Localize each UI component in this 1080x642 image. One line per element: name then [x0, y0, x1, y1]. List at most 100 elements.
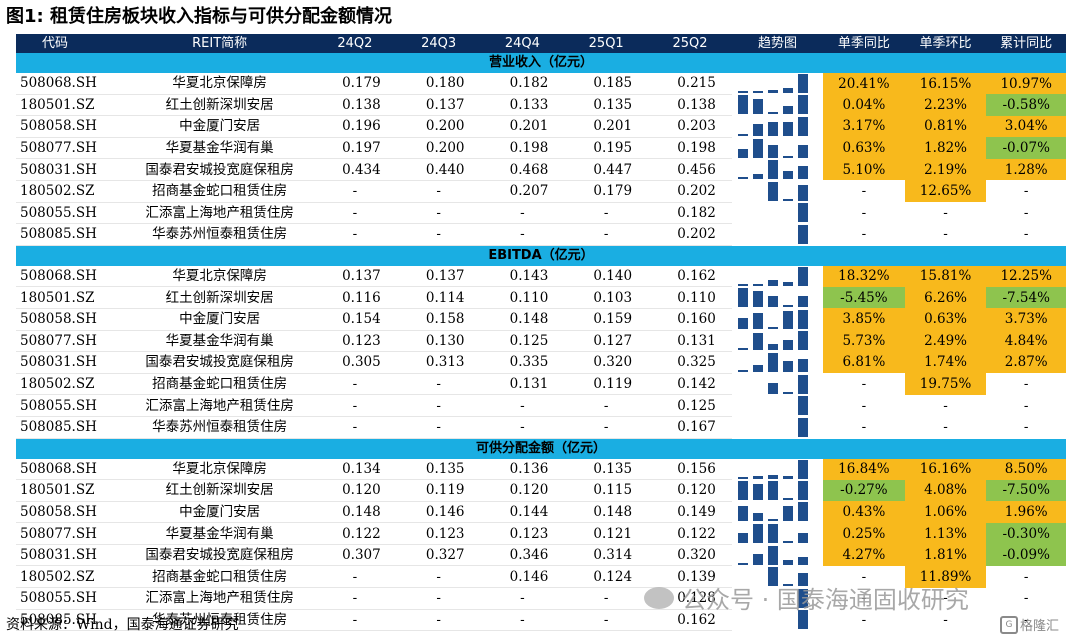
- cell-quarter-value: -: [312, 223, 397, 246]
- cell-quarter-value: 0.115: [564, 479, 649, 502]
- cell-yoy: 0.04%: [823, 94, 905, 116]
- cell-quarter-value: -: [480, 416, 565, 439]
- cell-quarter-value: 0.162: [648, 265, 732, 288]
- cell-quarter-value: -: [480, 223, 565, 246]
- cell-yoy: 3.85%: [823, 308, 905, 331]
- cell-quarter-value: 0.202: [648, 223, 732, 246]
- sparkline-bars: [736, 480, 819, 500]
- cell-quarter-value: 0.135: [564, 458, 649, 481]
- sparkline-bar: [752, 365, 763, 372]
- trend-sparkline: [732, 480, 823, 502]
- table-row: 508077.SH 华夏基金华润有巢 0.123 0.130 0.125 0.127 0.1…: [16, 330, 1066, 353]
- sparkline-bar: [782, 391, 793, 394]
- cell-quarter-value: 0.159: [564, 308, 649, 331]
- sparkline-bar: [767, 480, 778, 500]
- sparkline-bar: [752, 333, 763, 351]
- sparkline-bar: [767, 89, 778, 94]
- cell-quarter-value: 0.162: [648, 609, 732, 632]
- cell-qoq: 11.89%: [904, 565, 987, 588]
- cell-cumulative-yoy: 3.73%: [986, 308, 1066, 331]
- sparkline-bar: [782, 559, 793, 565]
- cell-cumulative-yoy: 1.28%: [986, 158, 1066, 181]
- cell-cumulative-yoy: -: [986, 223, 1066, 246]
- cell-code: 508085.SH: [16, 416, 127, 439]
- cell-quarter-value: 0.135: [396, 458, 481, 481]
- table-row: 508085.SH 华泰苏州恒泰租赁住房 - - - -0.162- - -: [16, 609, 1066, 632]
- cell-yoy: 0.43%: [823, 501, 905, 523]
- cell-quarter-value: 0.134: [312, 458, 397, 481]
- cell-qoq: 1.81%: [904, 544, 987, 566]
- cell-qoq: -: [904, 609, 987, 631]
- cell-code: 508077.SH: [16, 330, 127, 353]
- table-row: 508055.SH 汇添富上海地产租赁住房 - - - -0.182- - -: [16, 202, 1066, 225]
- cell-name: 华夏基金华润有巢: [126, 330, 313, 353]
- cell-cumulative-yoy: 3.04%: [986, 115, 1066, 138]
- cell-quarter-value: 0.307: [312, 544, 397, 567]
- cell-code: 508031.SH: [16, 544, 127, 567]
- cell-quarter-value: 0.121: [564, 522, 649, 545]
- trend-sparkline: [732, 202, 823, 224]
- sparkline-bar: [752, 98, 763, 115]
- sparkline-bar: [752, 312, 763, 329]
- sparkline-bar: [767, 475, 778, 479]
- cell-cumulative-yoy: 8.50%: [986, 458, 1066, 480]
- figure-title: 图1: 租赁住房板块收入指标与可供分配金额情况: [6, 6, 392, 27]
- sparkline-bar: [782, 198, 793, 201]
- trend-sparkline: [732, 609, 823, 631]
- cell-quarter-value: -: [480, 202, 565, 225]
- sparkline-bars: [736, 266, 819, 286]
- cell-quarter-value: 0.125: [648, 394, 732, 417]
- trend-sparkline: [732, 523, 823, 545]
- table-row: 180502.SZ 招商基金蛇口租赁住房 - -0.131 0.119 0.142-19.…: [16, 373, 1066, 396]
- sparkline-bar: [797, 610, 808, 630]
- cell-cumulative-yoy: -: [986, 373, 1066, 395]
- cell-name: 华夏北京保障房: [126, 265, 313, 288]
- cell-quarter-value: 0.123: [480, 522, 565, 545]
- cell-code: 508055.SH: [16, 587, 127, 610]
- cell-quarter-value: 0.131: [480, 373, 565, 396]
- cell-quarter-value: 0.179: [312, 73, 397, 95]
- table-row: 508077.SH 华夏基金华润有巢 0.122 0.123 0.123 0.121 0.1…: [16, 522, 1066, 545]
- header-cum: 累计同比: [986, 34, 1066, 53]
- header-qoq: 单季环比: [904, 34, 987, 53]
- cell-quarter-value: -: [396, 202, 481, 225]
- cell-quarter-value: -: [312, 202, 397, 225]
- cell-quarter-value: 0.207: [480, 180, 565, 203]
- trend-sparkline: [732, 266, 823, 287]
- sparkline-bar: [767, 545, 778, 565]
- header-yoy: 单季同比: [823, 34, 905, 53]
- cell-quarter-value: 0.196: [312, 115, 397, 138]
- table-body: 营业收入（亿元） 508068.SH 华夏北京保障房 0.179 0.180 0.182 0…: [16, 53, 1066, 632]
- cell-cumulative-yoy: -7.50%: [986, 479, 1066, 502]
- sparkline-bar: [797, 266, 808, 286]
- cell-quarter-value: 0.149: [648, 501, 732, 524]
- cell-quarter-value: -: [564, 394, 649, 417]
- cell-code: 508031.SH: [16, 158, 127, 181]
- cell-quarter-value: 0.133: [480, 94, 565, 117]
- cell-quarter-value: 0.114: [396, 286, 481, 309]
- cell-name: 华夏基金华润有巢: [126, 137, 313, 160]
- cell-quarter-value: -: [564, 609, 649, 632]
- trend-sparkline: [732, 224, 823, 246]
- sparkline-bar: [797, 459, 808, 479]
- table-row: 180501.SZ 红土创新深圳安居 0.116 0.114 0.110 0.103 0.1…: [16, 286, 1066, 309]
- cell-quarter-value: 0.122: [648, 522, 732, 545]
- cell-quarter-value: 0.201: [480, 115, 565, 138]
- sparkline-bar: [737, 369, 748, 372]
- cell-quarter-value: 0.203: [648, 115, 732, 138]
- table-row: 508055.SH 汇添富上海地产租赁住房 - - - -0.125- - -: [16, 394, 1066, 417]
- cell-name: 招商基金蛇口租赁住房: [126, 565, 313, 589]
- cell-code: 508058.SH: [16, 501, 127, 524]
- cell-cumulative-yoy: -0.58%: [986, 94, 1066, 116]
- cell-qoq: -: [904, 587, 987, 610]
- header-24q3: 24Q3: [396, 34, 481, 53]
- cell-quarter-value: -: [396, 394, 481, 417]
- cell-qoq: 1.06%: [904, 501, 987, 523]
- cell-name: 招商基金蛇口租赁住房: [126, 180, 313, 203]
- cell-qoq: -: [904, 202, 987, 224]
- cell-name: 汇添富上海地产租赁住房: [126, 394, 313, 417]
- cell-yoy: 4.27%: [823, 544, 905, 566]
- sparkline-bar: [782, 497, 793, 500]
- header-25q1: 25Q1: [564, 34, 649, 53]
- sparkline-bar: [797, 145, 808, 158]
